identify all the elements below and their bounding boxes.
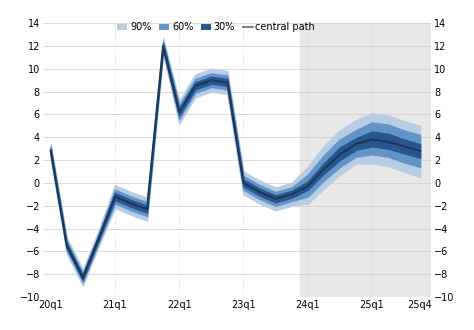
Legend: 90%, 60%, 30%, central path: 90%, 60%, 30%, central path [118,22,315,32]
Bar [300,23,431,297]
